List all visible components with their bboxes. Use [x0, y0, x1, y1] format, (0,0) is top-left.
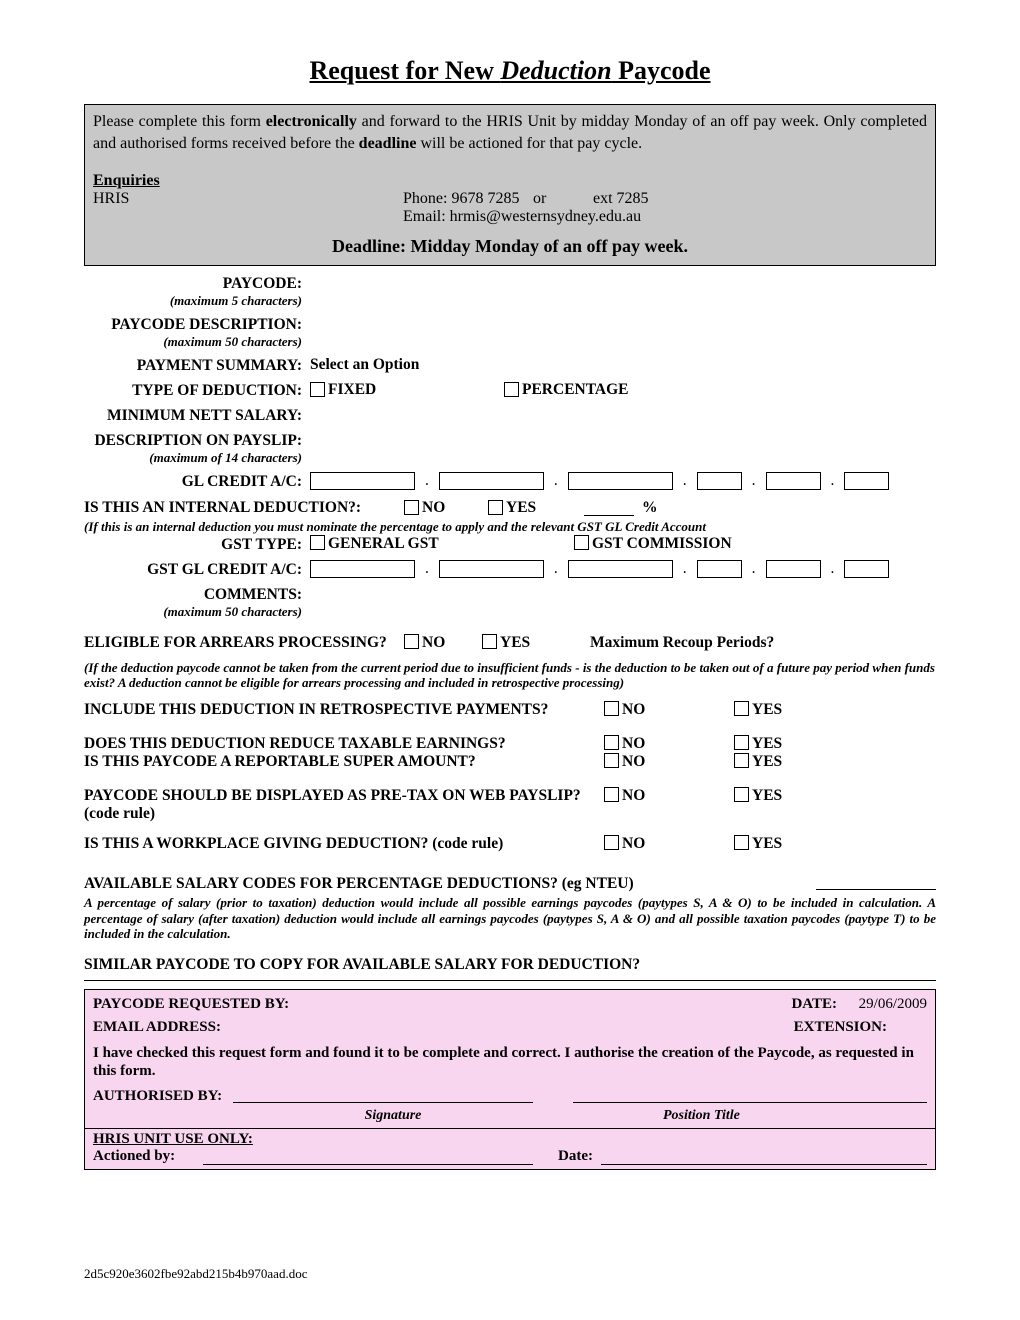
label-date2: Date: [533, 1148, 593, 1165]
checkbox-taxable-no[interactable] [604, 735, 619, 750]
checkbox-super-yes[interactable] [734, 753, 749, 768]
gstgl-seg-3[interactable] [568, 560, 673, 578]
label-gstgl: GST GL CREDIT A/C: [147, 561, 302, 578]
checkbox-arrears-yes[interactable] [482, 634, 497, 649]
label-super: IS THIS PAYCODE A REPORTABLE SUPER AMOUN… [84, 753, 604, 771]
label-retro: INCLUDE THIS DEDUCTION IN RETROSPECTIVE … [84, 701, 604, 719]
note-comments: (maximum 50 characters) [84, 604, 302, 620]
avail-input[interactable] [816, 875, 936, 890]
label-workplace: IS THIS A WORKPLACE GIVING DEDUCTION? (c… [84, 835, 604, 853]
divider [84, 980, 936, 981]
deadline-text: Deadline: Midday Monday of an off pay we… [93, 236, 927, 257]
gl-seg-2[interactable] [439, 472, 544, 490]
contact-org: HRIS [93, 190, 403, 208]
instructions-box: Please complete this form electronically… [84, 104, 936, 266]
hris-only-section: HRIS UNIT USE ONLY: Actioned by: Date: [85, 1128, 935, 1169]
gl-seg-3[interactable] [568, 472, 673, 490]
gstgl-seg-5[interactable] [766, 560, 821, 578]
label-extension: EXTENSION: [777, 1019, 887, 1036]
enquiries-label: Enquiries [93, 172, 160, 189]
caption-position: Position Title [573, 1108, 927, 1124]
gstgl-seg-4[interactable] [697, 560, 742, 578]
auth-text: I have checked this request form and fou… [93, 1044, 927, 1080]
form-body: PAYCODE: (maximum 5 characters) PAYCODE … [84, 274, 936, 1170]
checkbox-pretax-yes[interactable] [734, 787, 749, 802]
gl-seg-1[interactable] [310, 472, 415, 490]
label-arrears: ELIGIBLE FOR ARREARS PROCESSING? [84, 634, 404, 652]
enquiries-section: Enquiries HRIS Phone: 9678 7285 or ext 7… [93, 172, 927, 226]
checkbox-internal-yes[interactable] [488, 500, 503, 515]
label-type: TYPE OF DEDUCTION: [132, 382, 302, 399]
label-recoup: Maximum Recoup Periods? [590, 634, 774, 652]
note-desc: (maximum 50 characters) [84, 334, 302, 350]
date2-line[interactable] [601, 1150, 927, 1165]
checkbox-retro-yes[interactable] [734, 701, 749, 716]
note-internal: (If this is an internal deduction you mu… [84, 519, 936, 535]
page: Request for New Deduction Paycode Please… [0, 0, 1020, 1320]
contact-or: or [533, 190, 593, 208]
checkbox-taxable-yes[interactable] [734, 735, 749, 750]
gl-seg-6[interactable] [844, 472, 889, 490]
label-similar: SIMILAR PAYCODE TO COPY FOR AVAILABLE SA… [84, 956, 640, 974]
checkbox-arrears-no[interactable] [404, 634, 419, 649]
gl-seg-4[interactable] [697, 472, 742, 490]
label-authby: AUTHORISED BY: [93, 1088, 233, 1124]
label-email: EMAIL ADDRESS: [93, 1019, 777, 1036]
contact-email: Email: hrmis@westernsydney.edu.au [403, 208, 641, 226]
checkbox-gst-commission[interactable] [574, 535, 589, 550]
page-title: Request for New Deduction Paycode [84, 56, 936, 86]
checkbox-percentage[interactable] [504, 382, 519, 397]
label-pretax: PAYCODE SHOULD BE DISPLAYED AS PRE-TAX O… [84, 787, 604, 823]
checkbox-pretax-no[interactable] [604, 787, 619, 802]
gstgl-seg-2[interactable] [439, 560, 544, 578]
label-paysum: PAYMENT SUMMARY: [137, 357, 302, 374]
label-comments: COMMENTS: [204, 586, 302, 603]
label-gsttype: GST TYPE: [221, 536, 302, 553]
label-payslip: DESCRIPTION ON PAYSLIP: [94, 432, 302, 449]
internal-percent-input[interactable] [584, 501, 634, 516]
checkbox-retro-no[interactable] [604, 701, 619, 716]
label-actioned: Actioned by: [93, 1148, 203, 1165]
checkbox-workplace-yes[interactable] [734, 835, 749, 850]
label-paycode: PAYCODE: [223, 275, 302, 292]
contact-ext: ext 7285 [593, 190, 649, 208]
signature-line[interactable] [233, 1088, 533, 1103]
note-payslip: (maximum of 14 characters) [84, 450, 302, 466]
label-reqby: PAYCODE REQUESTED BY: [93, 996, 777, 1013]
footer-filename: 2d5c920e3602fbe92abd215b4b970aad.doc [84, 1266, 307, 1282]
date-value: 29/06/2009 [837, 996, 927, 1013]
label-minnet: MINIMUM NETT SALARY: [107, 407, 302, 424]
caption-signature: Signature [233, 1108, 553, 1124]
checkbox-workplace-no[interactable] [604, 835, 619, 850]
label-date: DATE: [777, 996, 837, 1013]
contact-phone: Phone: 9678 7285 [403, 190, 533, 208]
note-avail: A percentage of salary (prior to taxatio… [84, 895, 936, 942]
label-internal: IS THIS AN INTERNAL DEDUCTION?: [84, 499, 404, 517]
label-taxable: DOES THIS DEDUCTION REDUCE TAXABLE EARNI… [84, 735, 604, 753]
checkbox-fixed[interactable] [310, 382, 325, 397]
gstgl-fields: . . . . . [310, 560, 936, 578]
paysum-value[interactable]: Select an Option [310, 356, 419, 374]
label-avail: AVAILABLE SALARY CODES FOR PERCENTAGE DE… [84, 875, 634, 893]
instructions-text: Please complete this form electronically… [93, 111, 927, 154]
signoff-box: PAYCODE REQUESTED BY: DATE: 29/06/2009 E… [84, 989, 936, 1170]
checkbox-super-no[interactable] [604, 753, 619, 768]
position-line[interactable] [573, 1088, 927, 1103]
note-arrears: (If the deduction paycode cannot be take… [84, 660, 936, 691]
gstgl-seg-6[interactable] [844, 560, 889, 578]
checkbox-gst-general[interactable] [310, 535, 325, 550]
checkbox-internal-no[interactable] [404, 500, 419, 515]
label-desc: PAYCODE DESCRIPTION: [111, 316, 302, 333]
glcredit-fields: . . . . . [310, 472, 936, 490]
gstgl-seg-1[interactable] [310, 560, 415, 578]
note-paycode: (maximum 5 characters) [84, 293, 302, 309]
label-hrisonly: HRIS UNIT USE ONLY: [93, 1131, 927, 1148]
label-glcredit: GL CREDIT A/C: [182, 473, 302, 490]
gl-seg-5[interactable] [766, 472, 821, 490]
actioned-line[interactable] [203, 1150, 533, 1165]
